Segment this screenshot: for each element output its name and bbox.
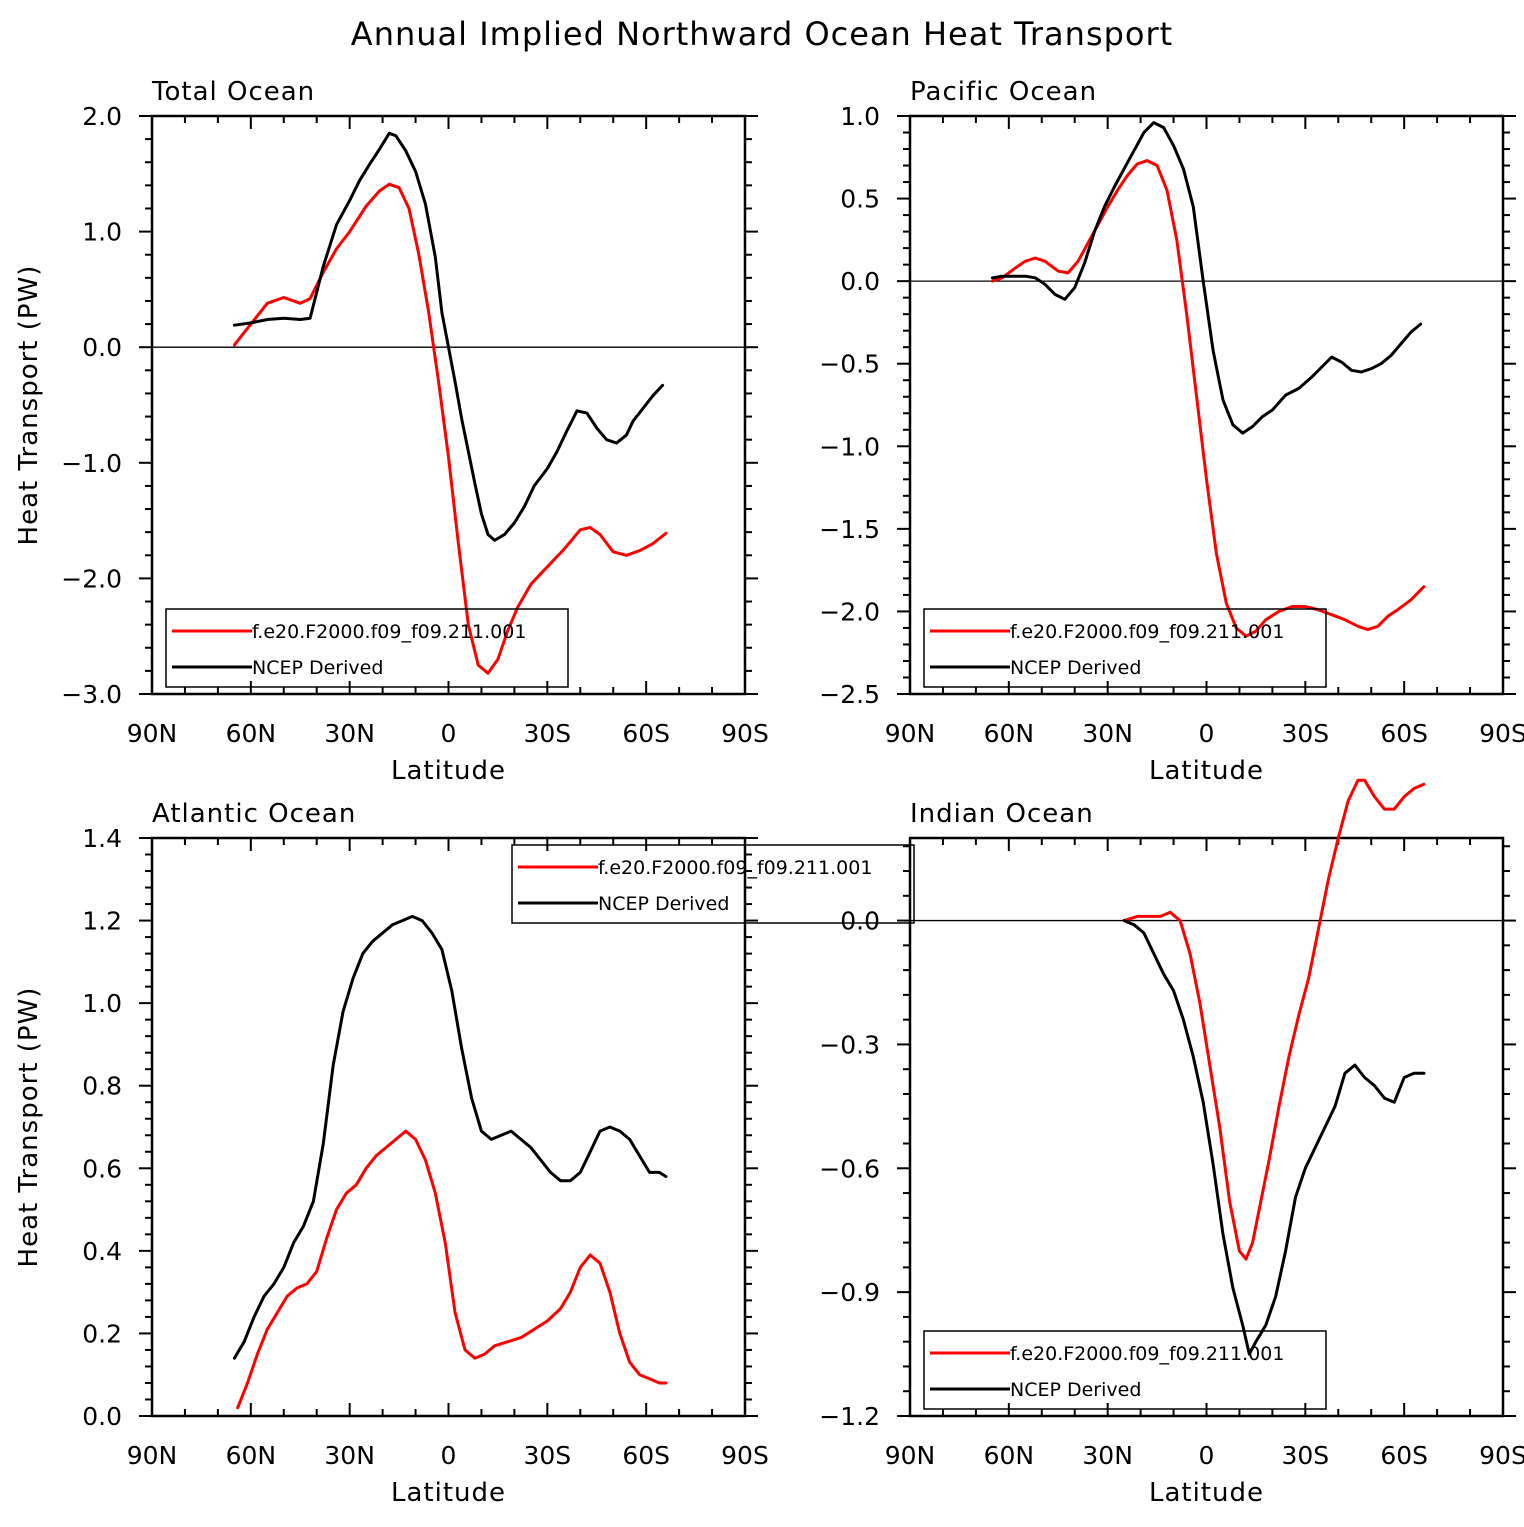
- x-tick-label: 30N: [324, 719, 375, 748]
- y-tick-label: −2.5: [819, 680, 880, 709]
- x-tick-label: 90N: [127, 1441, 178, 1470]
- x-tick-label: 90S: [721, 1441, 769, 1470]
- x-tick-label: 60S: [1380, 1441, 1428, 1470]
- panel-title: Indian Ocean: [910, 799, 1094, 829]
- x-tick-label: 60S: [622, 719, 670, 748]
- x-tick-label: 30N: [1082, 1441, 1133, 1470]
- x-tick-label: 90S: [721, 719, 769, 748]
- panel-atlantic-ocean: Atlantic Ocean 90N 60N 30N 0 30S 60S 90S 0.0 0.2 0…: [14, 799, 769, 1508]
- ncep-series-line: [232, 131, 665, 542]
- x-tick-label: 30S: [1281, 1441, 1329, 1470]
- y-tick-label: −2.0: [61, 564, 122, 593]
- y-tick-label: 0.0: [840, 267, 880, 296]
- y-tick-label: −1.0: [61, 449, 122, 478]
- plot-frame: [150, 836, 747, 1418]
- y-tick-label: 0.5: [840, 185, 880, 214]
- plot-frame: [908, 114, 1505, 696]
- y-tick-label: −1.0: [819, 432, 880, 461]
- x-tick-label: 30N: [324, 1441, 375, 1470]
- y-tick-label: −0.3: [819, 1030, 880, 1059]
- x-tick-label: 90S: [1479, 1441, 1524, 1470]
- x-tick-label: 90N: [127, 719, 178, 748]
- x-tick-label: 90N: [885, 719, 936, 748]
- legend-label: NCEP Derived: [1010, 1379, 1141, 1401]
- legend-label: f.e20.F2000.f09_f09.211.001: [598, 857, 872, 879]
- x-axis-label: Latitude: [391, 756, 506, 786]
- y-tick-label: 0.0: [840, 907, 880, 936]
- legend-box: [923, 608, 1327, 688]
- y-tick-label: −1.5: [819, 515, 880, 544]
- legend: f.e20.F2000.f09_f09.211.001 NCEP Derived: [511, 844, 915, 924]
- plot-frame: [150, 114, 747, 696]
- y-tick-label: −2.0: [819, 597, 880, 626]
- y-tick-label: −0.9: [819, 1278, 880, 1307]
- y-tick-label: 0.2: [82, 1319, 122, 1348]
- legend-label: NCEP Derived: [598, 893, 729, 915]
- panel-title: Pacific Ocean: [910, 77, 1097, 107]
- legend: f.e20.F2000.f09_f09.211.001 NCEP Derived: [923, 1330, 1327, 1410]
- model-series-line: [1122, 778, 1426, 1261]
- x-tick-label: 0: [441, 719, 457, 748]
- y-tick-label: 1.0: [82, 218, 122, 247]
- y-tick-label: 0.4: [82, 1237, 122, 1266]
- y-axis-label: Heat Transport (PW): [14, 265, 44, 546]
- x-tick-label: 60N: [984, 1441, 1035, 1470]
- model-series-line: [232, 182, 668, 675]
- x-tick-label: 30S: [523, 719, 571, 748]
- y-tick-label: 0.0: [82, 1402, 122, 1431]
- x-tick-label: 0: [1199, 719, 1215, 748]
- y-tick-label: −0.6: [819, 1154, 880, 1183]
- y-tick-label: 0.6: [82, 1154, 122, 1183]
- y-tick-label: −3.0: [61, 680, 122, 709]
- legend: f.e20.F2000.f09_f09.211.001 NCEP Derived: [923, 608, 1327, 688]
- legend-box: [511, 844, 915, 924]
- x-tick-label: 30S: [523, 1441, 571, 1470]
- model-series-line: [236, 1129, 668, 1410]
- x-tick-label: 30S: [1281, 719, 1329, 748]
- y-tick-label: 1.4: [82, 824, 122, 853]
- y-tick-label: 0.8: [82, 1072, 122, 1101]
- model-series-line: [990, 159, 1426, 638]
- y-tick-label: −1.2: [819, 1402, 880, 1431]
- panel-pacific-ocean: Pacific Ocean 90N 60N 30N 0 30S 60S 90S −2.5 −2.0…: [819, 77, 1524, 786]
- x-tick-label: 90S: [1479, 719, 1524, 748]
- x-tick-label: 30N: [1082, 719, 1133, 748]
- y-tick-label: −0.5: [819, 350, 880, 379]
- y-axis-label: Heat Transport (PW): [14, 987, 44, 1268]
- y-tick-label: 1.2: [82, 907, 122, 936]
- legend-box: [923, 1330, 1327, 1410]
- x-tick-label: 60N: [226, 719, 277, 748]
- legend-label: NCEP Derived: [252, 657, 383, 679]
- x-tick-label: 60N: [984, 719, 1035, 748]
- legend-box: [165, 608, 569, 688]
- x-axis-label: Latitude: [1149, 756, 1264, 786]
- panel-title: Total Ocean: [151, 77, 315, 107]
- panel-title: Atlantic Ocean: [152, 799, 356, 829]
- y-tick-label: 1.0: [840, 102, 880, 131]
- y-tick-label: 0.0: [82, 333, 122, 362]
- x-tick-label: 0: [1199, 1441, 1215, 1470]
- legend-label: f.e20.F2000.f09_f09.211.001: [1010, 1343, 1284, 1365]
- y-tick-label: 2.0: [82, 102, 122, 131]
- x-tick-label: 60N: [226, 1441, 277, 1470]
- y-tick-label: 1.0: [82, 989, 122, 1018]
- x-tick-label: 0: [441, 1441, 457, 1470]
- x-tick-label: 60S: [1380, 719, 1428, 748]
- ncep-series-line: [232, 914, 668, 1360]
- ncep-series-line: [990, 121, 1423, 435]
- legend: f.e20.F2000.f09_f09.211.001 NCEP Derived: [165, 608, 569, 688]
- figure-title: Annual Implied Northward Ocean Heat Tran…: [351, 15, 1173, 53]
- x-tick-label: 60S: [622, 1441, 670, 1470]
- x-axis-label: Latitude: [391, 1478, 506, 1508]
- legend-label: NCEP Derived: [1010, 657, 1141, 679]
- panel-total-ocean: Total Ocean 90N 60N 30N 0 30S 60S 90S −3.0 −2.0 −1…: [14, 77, 769, 786]
- legend-label: f.e20.F2000.f09_f09.211.001: [252, 621, 526, 643]
- x-axis-label: Latitude: [1149, 1478, 1264, 1508]
- legend-label: f.e20.F2000.f09_f09.211.001: [1010, 621, 1284, 643]
- panel-indian-ocean: Indian Ocean 90N 60N 30N 0 30S 60S 90S −1.2 −0.9 −…: [819, 778, 1524, 1508]
- ncep-series-line: [1122, 919, 1426, 1356]
- x-tick-label: 90N: [885, 1441, 936, 1470]
